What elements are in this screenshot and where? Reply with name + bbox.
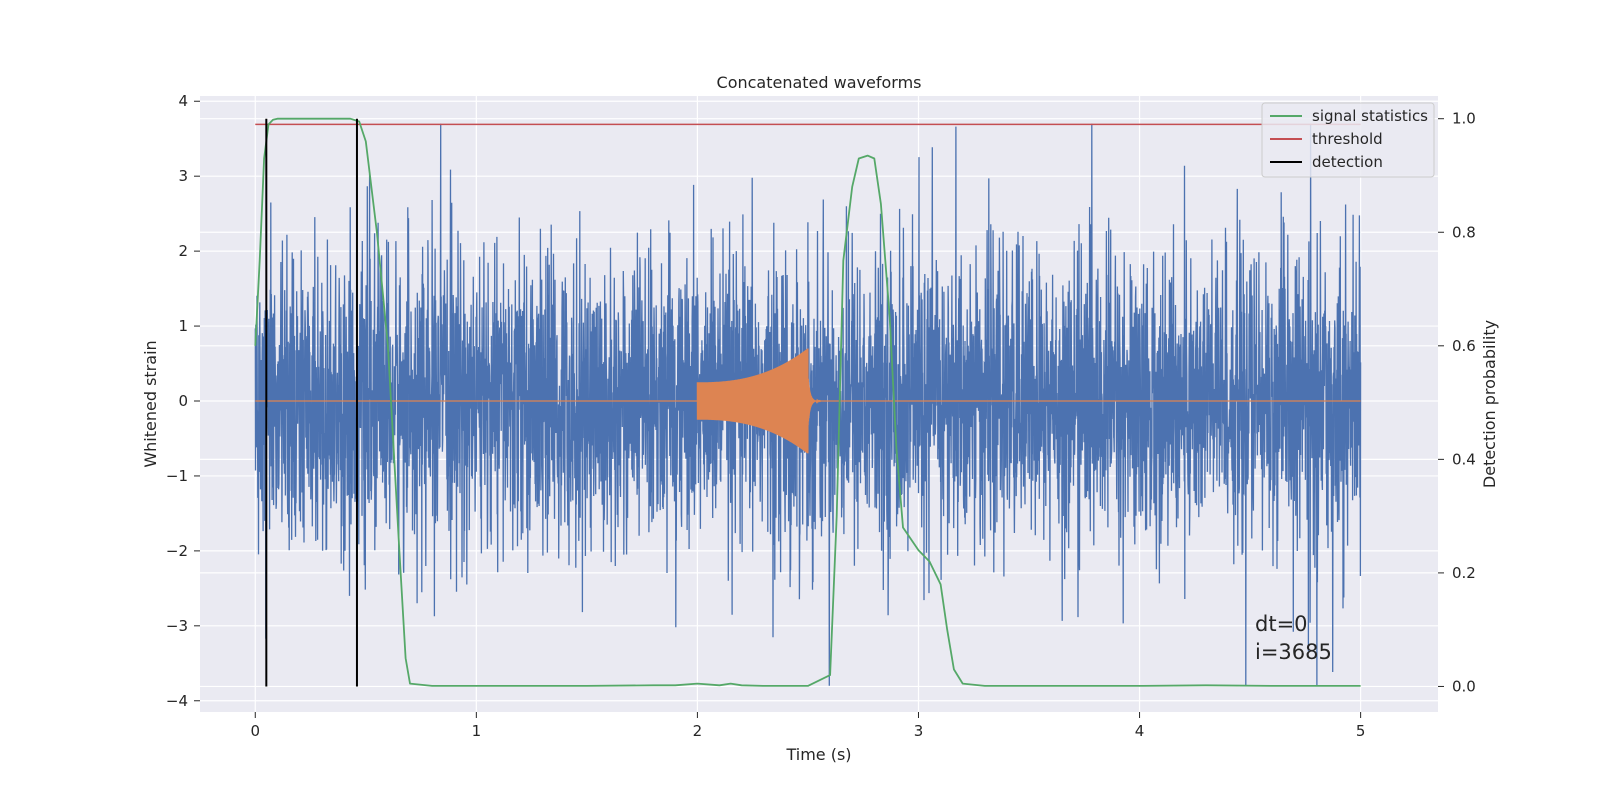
y-tick-label-right: 0.6 bbox=[1452, 337, 1476, 355]
y-tick-label-right: 1.0 bbox=[1452, 110, 1476, 128]
ticks: 0 1 2 3 4 5 4 3 2 1 0 −1 −2 −3 −4 1.0 0.8 0.6 0.4 0.2 0.0 bbox=[166, 92, 1476, 740]
x-tick-label: 2 bbox=[693, 722, 703, 740]
y-tick-label-left: 3 bbox=[178, 167, 188, 185]
annotation-dt: dt=0 bbox=[1255, 612, 1308, 636]
y-tick-label-left: 4 bbox=[178, 92, 188, 110]
y-tick-label-right: 0.0 bbox=[1452, 677, 1476, 695]
y-axis-label-right: Detection probability bbox=[1480, 320, 1499, 488]
legend-box bbox=[1261, 102, 1435, 178]
legend-label-threshold: threshold bbox=[1312, 130, 1383, 148]
y-tick-label-left: −4 bbox=[166, 692, 188, 710]
signal-statistics-line bbox=[254, 117, 1361, 687]
series-layer bbox=[254, 117, 1362, 687]
chart-title: Concatenated waveforms bbox=[717, 73, 922, 92]
strain-noise-line bbox=[254, 123, 1362, 686]
injected-signal-line bbox=[255, 348, 1361, 454]
x-tick-label: 3 bbox=[914, 722, 924, 740]
y-tick-label-left: 2 bbox=[178, 242, 188, 260]
y-tick-label-left: −1 bbox=[166, 467, 188, 485]
y-tick-label-right: 0.2 bbox=[1452, 564, 1476, 582]
x-tick-label: 5 bbox=[1356, 722, 1366, 740]
y-tick-label-left: 1 bbox=[178, 317, 188, 335]
x-tick-label: 1 bbox=[472, 722, 482, 740]
y-axis-label-left: Whitened strain bbox=[141, 340, 160, 467]
legend-label-signal-statistics: signal statistics bbox=[1312, 107, 1428, 125]
x-tick-label: 0 bbox=[250, 722, 260, 740]
y-tick-label-left: −3 bbox=[166, 617, 188, 635]
legend-label-detection: detection bbox=[1312, 153, 1383, 171]
legend: signal statistics threshold detection bbox=[1261, 102, 1435, 178]
y-tick-label-right: 0.8 bbox=[1452, 223, 1476, 241]
annotation-index: i=3685 bbox=[1255, 640, 1332, 664]
y-tick-label-right: 0.4 bbox=[1452, 450, 1476, 468]
x-tick-label: 4 bbox=[1135, 722, 1145, 740]
x-axis-label: Time (s) bbox=[785, 745, 851, 764]
y-tick-label-left: −2 bbox=[166, 542, 188, 560]
y-tick-label-left: 0 bbox=[178, 392, 188, 410]
